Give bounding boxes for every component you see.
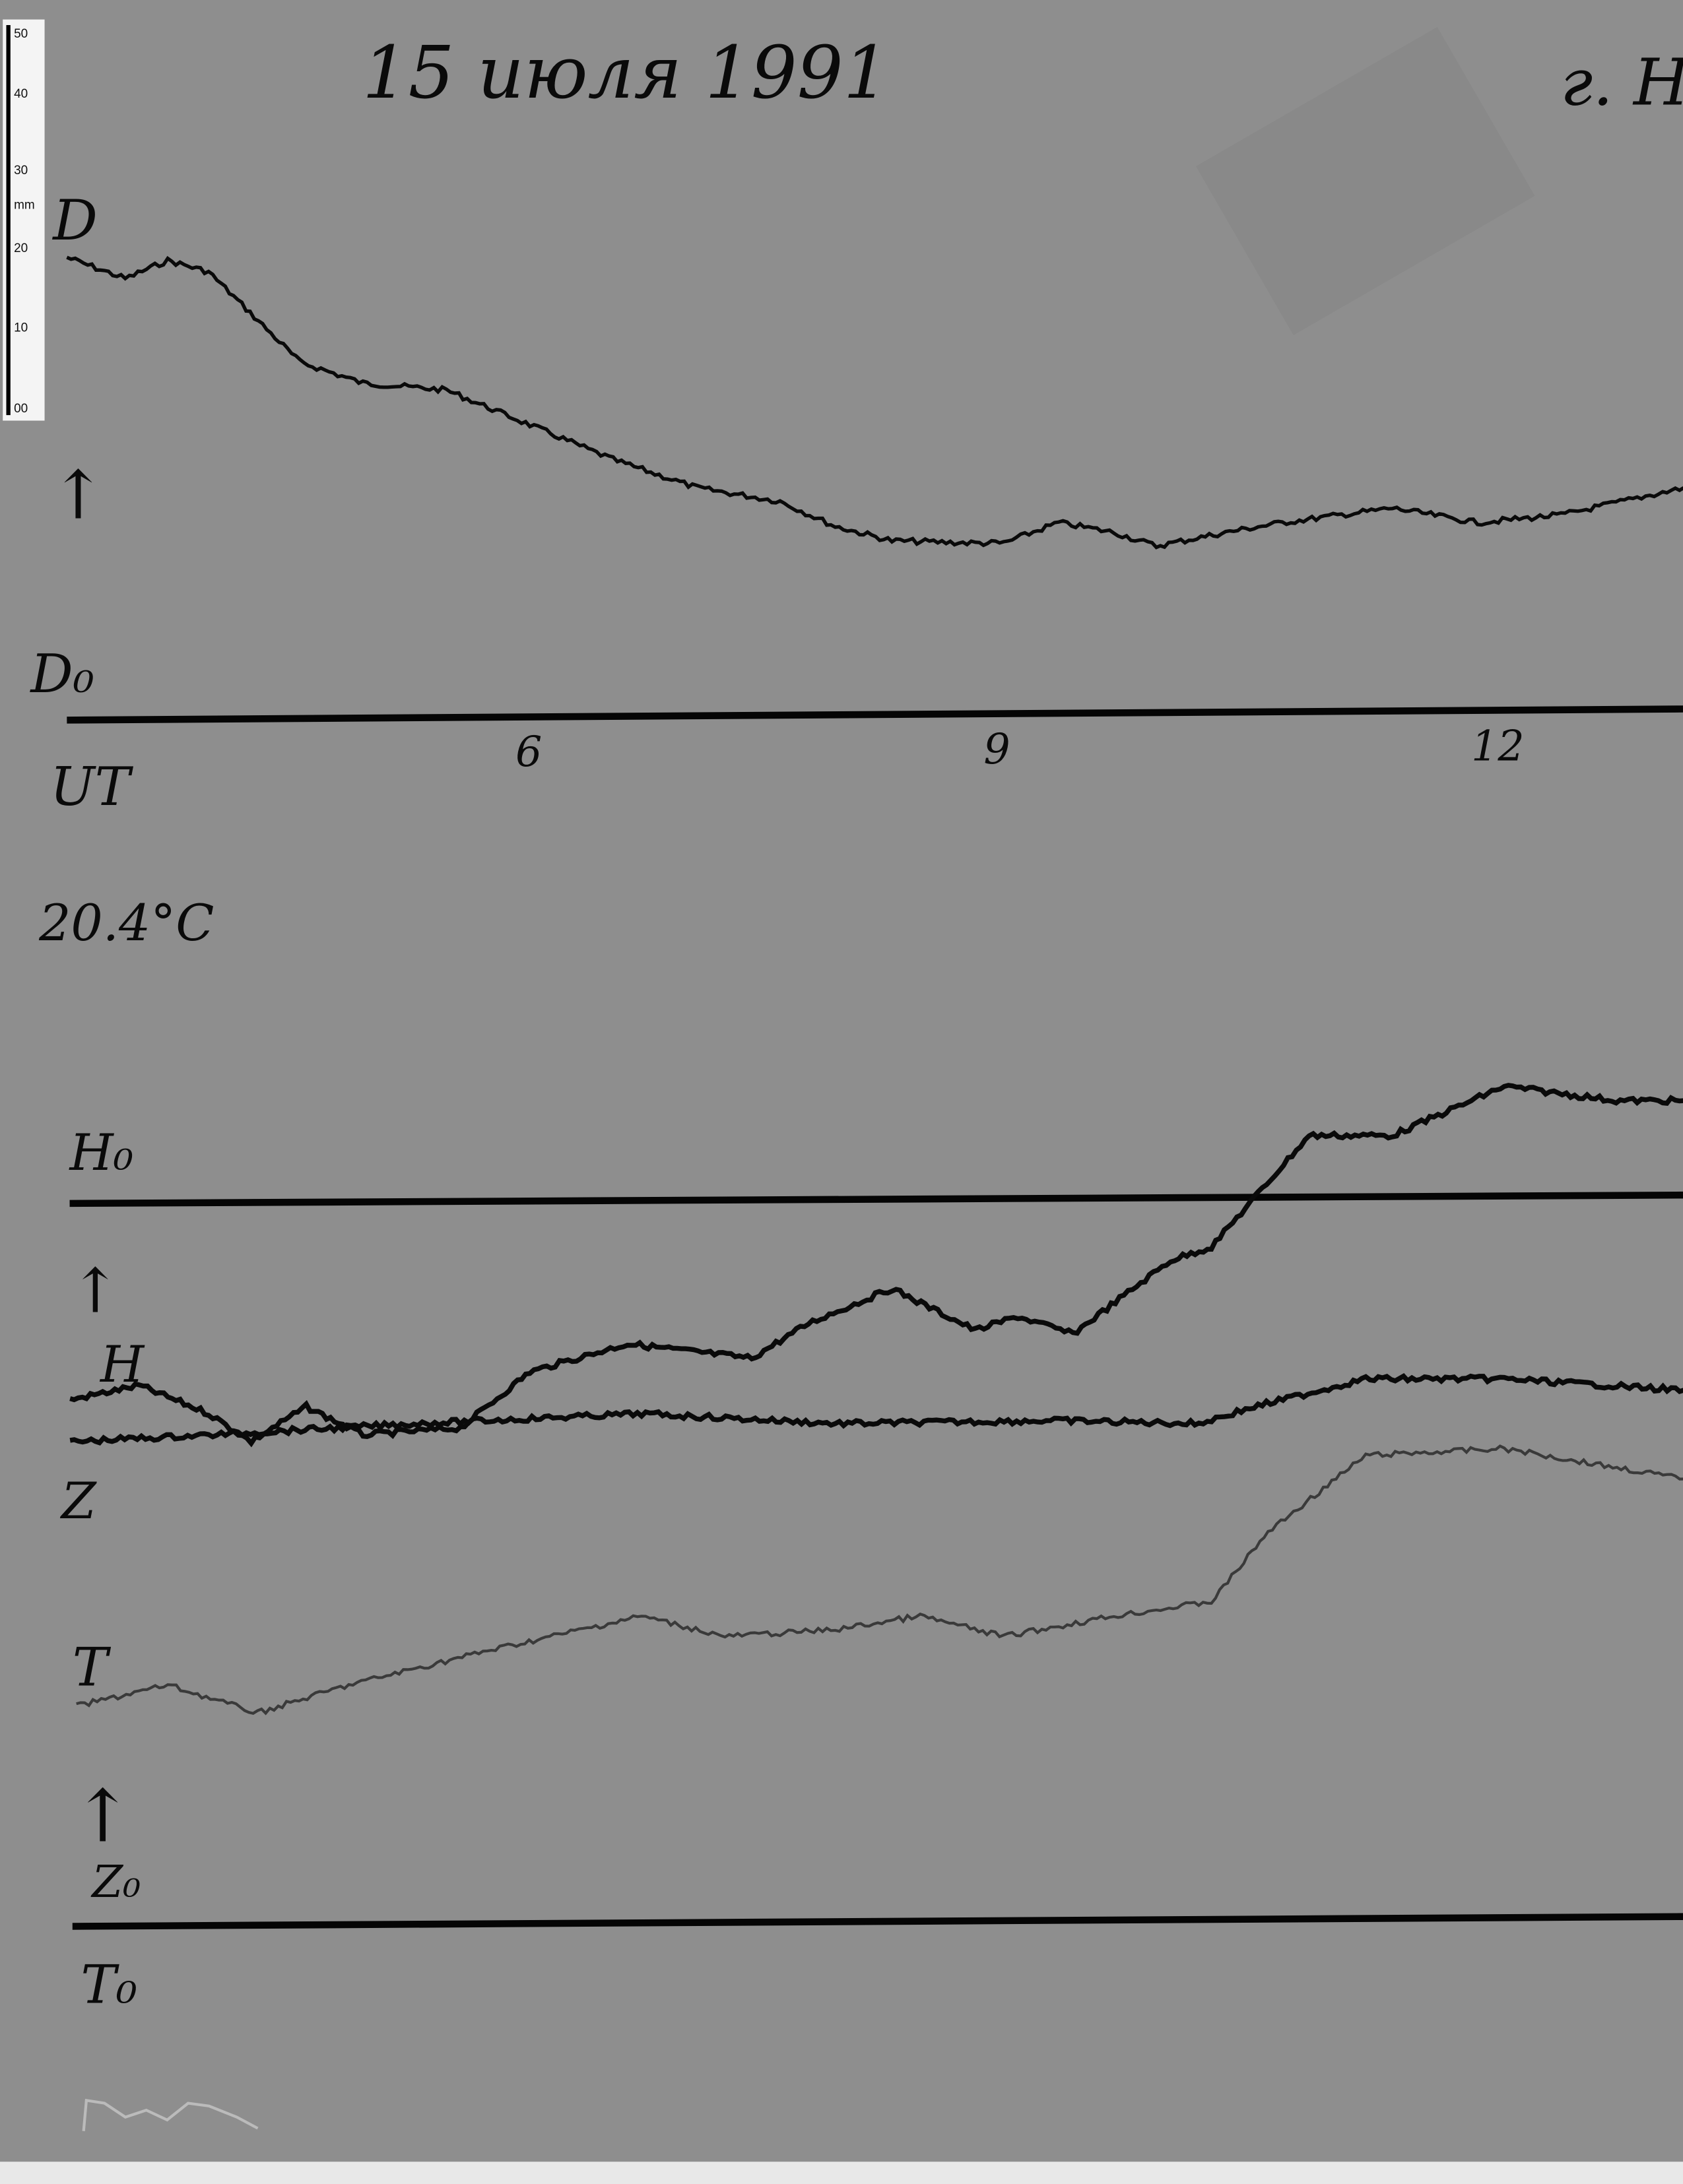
- label-temperature: 20.4°C: [38, 893, 214, 952]
- trace-z: [69, 1372, 1683, 1446]
- ruler-tick-40: 40: [14, 87, 28, 101]
- tick-12: 12: [1471, 722, 1525, 771]
- label-t0: T₀: [81, 1954, 137, 2016]
- ruler-tick-30: 30: [14, 164, 28, 177]
- label-h0: H₀: [69, 1123, 134, 1182]
- station-label: г. Н: [1560, 45, 1683, 119]
- label-d: D: [51, 188, 98, 253]
- tick-6: 6: [515, 727, 542, 776]
- arrow-up-d-icon: ↑: [50, 456, 106, 534]
- trace-t: [76, 1444, 1683, 1716]
- label-ut: UT: [50, 756, 134, 818]
- label-d0: D₀: [29, 643, 94, 705]
- baseline-h0: [69, 1191, 1683, 1207]
- label-z: Z: [60, 1471, 97, 1530]
- arrow-up-z-icon: ↑: [73, 1774, 133, 1859]
- baseline-d0: [67, 705, 1683, 724]
- bottom-edge: [0, 2162, 1683, 2184]
- mm-ruler: 50 40 30 mm 20 10 00: [3, 19, 45, 421]
- ruler-unit: mm: [14, 199, 35, 212]
- paper-stain: [1196, 26, 1535, 335]
- label-t: T: [73, 1636, 112, 1698]
- baselines: [67, 705, 1683, 1930]
- date-title: 15 июля 1991: [362, 30, 890, 115]
- traces: [66, 255, 1683, 1716]
- tick-9: 9: [983, 724, 1010, 773]
- label-z0: Z₀: [90, 1855, 141, 1908]
- trace-d: [66, 255, 1683, 550]
- ruler-tick-20: 20: [14, 241, 28, 255]
- ruler-tick-50: 50: [14, 27, 28, 41]
- bottom-trace-fragment: [82, 2098, 259, 2131]
- baseline-z0-t0: [72, 1913, 1683, 1930]
- arrow-up-h-icon: ↑: [70, 1256, 121, 1327]
- ruler-tick-00: 00: [14, 402, 28, 416]
- ruler-tick-10: 10: [14, 321, 28, 335]
- trace-h: [69, 1083, 1683, 1448]
